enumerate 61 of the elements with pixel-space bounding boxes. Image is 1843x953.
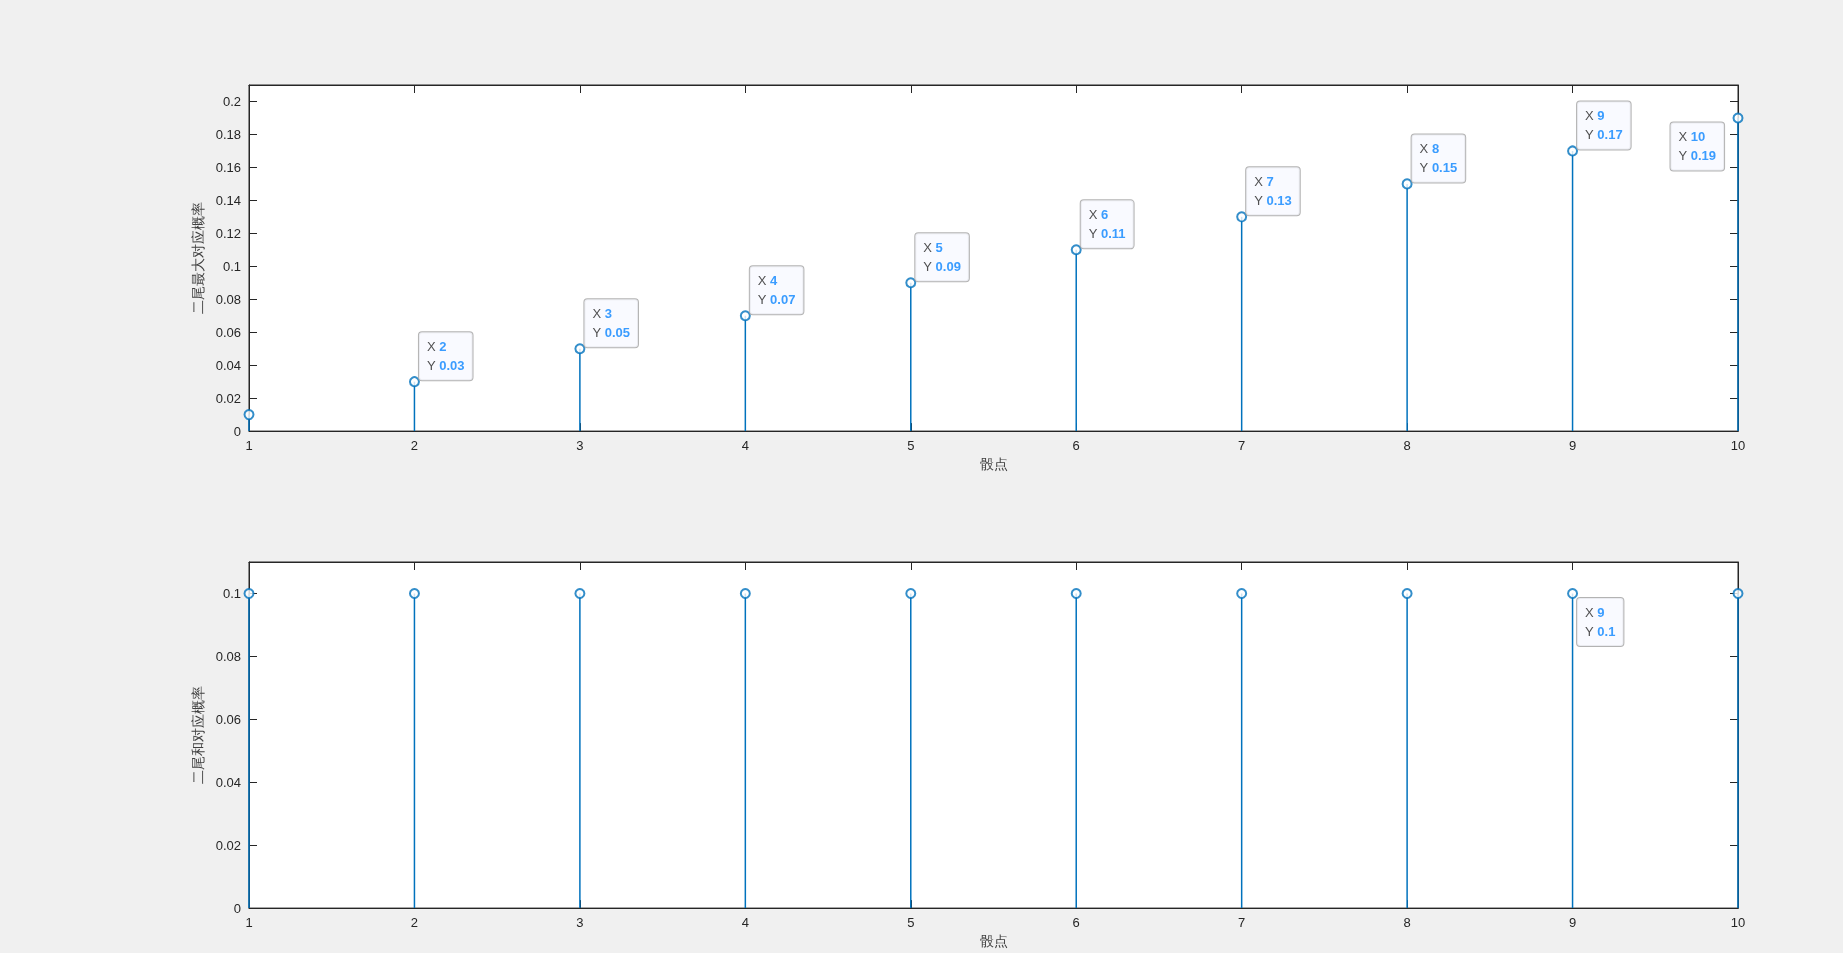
point: [1732, 112, 1744, 124]
x-tick-label: 9: [1568, 438, 1577, 454]
data-label: X 3 Y 0.05: [592, 306, 630, 341]
y-tick-label: 0.1: [222, 585, 241, 601]
data-label: X 10 Y 0.19: [1678, 129, 1717, 164]
point: [243, 409, 255, 421]
y-tick-label: 0.06: [215, 324, 241, 340]
y-tick-label: 0.14: [215, 192, 241, 208]
x-tick-label: 4: [741, 438, 749, 454]
x-tick-label: 7: [1238, 915, 1246, 931]
data-label: X 9 Y 0.17: [1585, 108, 1623, 143]
point: [905, 277, 917, 289]
x-tick-label: 3: [576, 915, 584, 931]
x-tick-label: 9: [1568, 915, 1577, 931]
x-axis-title: 骰点: [979, 933, 1008, 949]
point: [1567, 145, 1579, 157]
point: [1236, 211, 1248, 223]
point: [1401, 178, 1413, 190]
y-tick-label: 0.2: [222, 93, 241, 109]
data-label: X 6 Y 0.11: [1088, 207, 1126, 242]
data-label: X 2 Y 0.03: [426, 339, 465, 374]
y-tick-label: 0.12: [215, 225, 241, 241]
x-tick-label: 7: [1238, 438, 1246, 454]
y-tick-label: 0.18: [215, 126, 241, 142]
y-tick-label: 0: [233, 423, 241, 439]
x-tick-label: 2: [410, 915, 419, 931]
y-tick-label: 0: [233, 900, 241, 916]
y-tick-label: 0.04: [215, 774, 241, 790]
x-tick-label: 5: [907, 438, 915, 454]
y-tick-label: 0.06: [215, 711, 241, 727]
x-tick-label: 2: [410, 438, 419, 454]
x-tick-label: 4: [741, 915, 749, 931]
point: [408, 376, 420, 388]
y-tick-label: 0.08: [215, 291, 241, 307]
y-axis-title: 二尾和对应概率: [189, 686, 206, 785]
x-tick-label: 6: [1072, 915, 1080, 931]
data-label: X 8 Y 0.15: [1419, 141, 1458, 176]
x-tick-label: 10: [1730, 915, 1746, 931]
point: [1070, 244, 1082, 256]
x-tick-label: 8: [1403, 438, 1411, 454]
data-label: X 4 Y 0.07: [757, 273, 796, 308]
y-tick-label: 0.04: [215, 357, 241, 373]
y-tick-label: 0.02: [215, 390, 241, 406]
x-tick-label: 10: [1730, 438, 1746, 454]
point: [574, 343, 586, 355]
data-label: X 9 Y 0.1: [1585, 604, 1616, 639]
x-tick-label: 5: [907, 915, 915, 931]
x-tick-label: 6: [1072, 438, 1080, 454]
x-tick-label: 8: [1403, 915, 1411, 931]
y-tick-label: 0.08: [215, 648, 241, 664]
point: [739, 310, 751, 322]
x-tick-label: 1: [245, 915, 253, 931]
x-tick-label: 3: [576, 438, 584, 454]
y-tick-label: 0.1: [222, 258, 241, 274]
data-label: X 5 Y 0.09: [923, 240, 961, 275]
x-tick-label: 1: [245, 438, 253, 454]
y-tick-label: 0.16: [215, 159, 241, 175]
data-label: X 7 Y 0.13: [1254, 174, 1292, 209]
x-axis-title: 骰点: [979, 456, 1008, 472]
y-axis-title: 二尾最大对应概率: [189, 202, 206, 315]
y-tick-label: 0.02: [215, 837, 241, 853]
